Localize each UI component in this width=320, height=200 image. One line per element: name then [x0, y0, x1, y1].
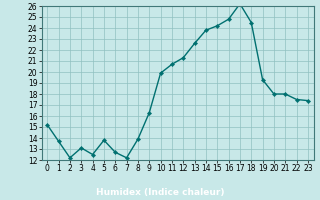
Text: Humidex (Indice chaleur): Humidex (Indice chaleur): [96, 188, 224, 198]
